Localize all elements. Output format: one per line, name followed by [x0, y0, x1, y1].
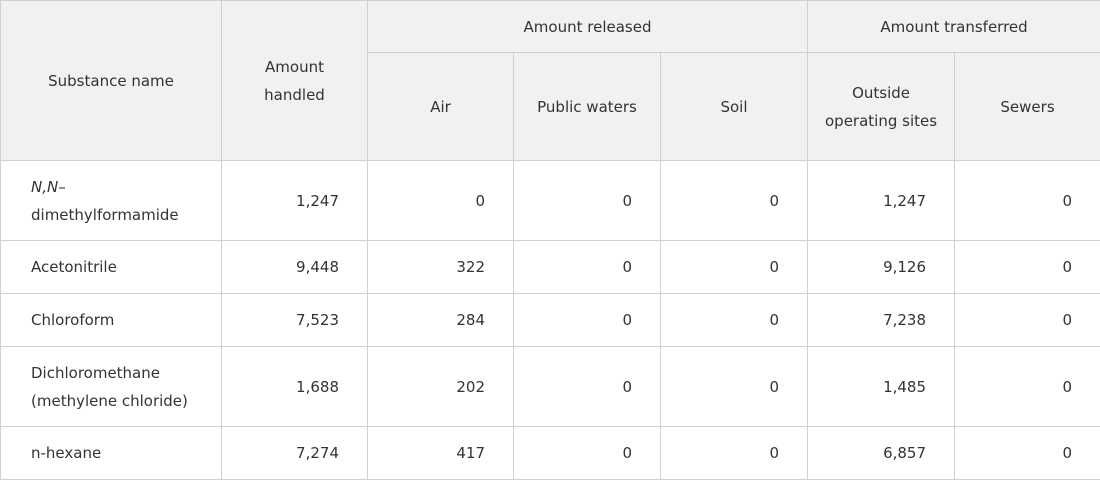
cell-sewers: 0	[954, 293, 1100, 347]
cell-public-waters: 0	[513, 426, 661, 480]
cell-public-waters: 0	[513, 293, 661, 347]
col-outside-operating-sites: Outside operating sites	[807, 52, 956, 161]
cell-outside-operating-sites: 6,857	[807, 426, 956, 480]
cell-air: 417	[367, 426, 514, 480]
cell-sewers: 0	[954, 346, 1100, 427]
cell-soil: 0	[659, 346, 809, 427]
table-row: Dichloromethane (methylene chloride) 1,6…	[0, 346, 1100, 427]
col-group-amount-released: Amount released	[366, 0, 809, 53]
cell-substance-name: N,N– dimethylformamide	[0, 160, 222, 241]
table-header: Substance name Amount handled Amount rel…	[0, 0, 1100, 161]
cell-amount-handled: 9,448	[221, 240, 368, 294]
cell-sewers: 0	[954, 240, 1100, 294]
col-air: Air	[367, 52, 514, 161]
table-row: N,N– dimethylformamide 1,247 0 0 0 1,247…	[0, 160, 1100, 241]
cell-air: 202	[367, 346, 514, 427]
cell-public-waters: 0	[513, 240, 661, 294]
cell-air: 0	[367, 160, 514, 241]
cell-amount-handled: 1,688	[221, 346, 368, 427]
cell-soil: 0	[659, 240, 809, 294]
col-soil: Soil	[659, 52, 809, 161]
col-sewers: Sewers	[954, 52, 1100, 161]
cell-soil: 0	[659, 160, 809, 241]
cell-substance-name: n-hexane	[0, 426, 222, 480]
header-row-bottom: Air Public waters Soil Outside operating…	[1, 52, 1100, 161]
cell-sewers: 0	[954, 160, 1100, 241]
cell-outside-operating-sites: 1,485	[807, 346, 956, 427]
col-public-waters: Public waters	[513, 52, 661, 161]
cell-air: 322	[367, 240, 514, 294]
cell-public-waters: 0	[513, 160, 661, 241]
cell-soil: 0	[659, 426, 809, 480]
cell-air: 284	[367, 293, 514, 347]
table-row: n-hexane 7,274 417 0 0 6,857 0	[0, 426, 1100, 480]
table-row: Acetonitrile 9,448 322 0 0 9,126 0	[0, 240, 1100, 294]
substance-name-italic: N,N	[31, 177, 59, 196]
col-group-amount-transferred: Amount transferred	[807, 0, 1100, 53]
cell-outside-operating-sites: 7,238	[807, 293, 956, 347]
col-amount-handled: Amount handled	[221, 0, 368, 161]
cell-substance-name: Dichloromethane (methylene chloride)	[0, 346, 222, 427]
cell-outside-operating-sites: 1,247	[807, 160, 956, 241]
cell-amount-handled: 1,247	[221, 160, 368, 241]
cell-public-waters: 0	[513, 346, 661, 427]
col-substance-name: Substance name	[0, 0, 222, 161]
header-row-top: Substance name Amount handled Amount rel…	[0, 0, 1100, 161]
cell-soil: 0	[659, 293, 809, 347]
cell-sewers: 0	[954, 426, 1100, 480]
cell-amount-handled: 7,274	[221, 426, 368, 480]
cell-substance-name: Acetonitrile	[0, 240, 222, 294]
cell-substance-name: Chloroform	[0, 293, 222, 347]
substance-name-rest: – dimethylformamide	[31, 177, 179, 224]
cell-outside-operating-sites: 9,126	[807, 240, 956, 294]
table-body: N,N– dimethylformamide 1,247 0 0 0 1,247…	[0, 160, 1100, 480]
cell-amount-handled: 7,523	[221, 293, 368, 347]
table-row: Chloroform 7,523 284 0 0 7,238 0	[0, 293, 1100, 347]
